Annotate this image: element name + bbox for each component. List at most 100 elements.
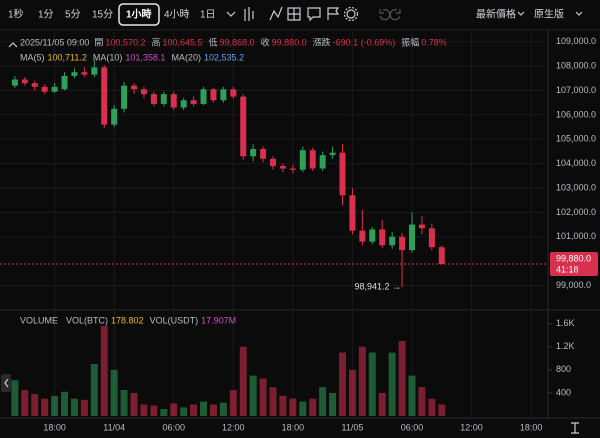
volume-bar [378,392,386,416]
last-price-badge [550,252,598,277]
volume-legend-value: 178.802 [111,315,144,325]
candle-body [140,89,147,95]
scroll-button[interactable] [1,374,11,392]
candle-body [389,236,396,246]
header-value: 100,570.2 [105,37,145,47]
interval-button[interactable]: 1日 [200,10,216,21]
volume-bar [51,395,59,416]
candle-body [359,230,366,242]
candle-body [71,72,78,76]
toolbar-option[interactable]: 最新價格 [476,8,516,21]
ma-name: MA(5) [20,52,45,62]
ma-name: MA(20) [171,52,201,62]
volume-legend-name: VOL(USDT) [150,315,199,325]
y-tick-label: 108,000.0 [556,61,596,71]
volume-bar [150,405,158,416]
volume-bar [299,401,307,416]
candle-body [101,67,108,125]
header-value: 0.78% [421,37,447,47]
candle-body [210,89,217,101]
volume-bar [358,346,366,416]
note-icon[interactable] [307,7,321,22]
volume-tick-label: 400 [556,387,571,397]
volume-bar [170,403,178,416]
undo-icon[interactable] [379,9,391,21]
volume-bar [269,387,277,416]
candle-body [160,94,167,104]
candle-body [170,94,177,108]
x-tick-label: 18:00 [520,422,543,432]
volume-bar [418,387,426,416]
toolbar-option[interactable]: 原生版 [534,8,564,21]
header-label: 漲跌 [313,37,331,47]
candle-body [200,89,207,104]
volume-bar [80,399,88,416]
header-label: 開 [94,37,103,47]
volume-bar [229,390,237,416]
draw-icon[interactable] [327,7,340,20]
volume-bar [309,398,317,416]
volume-bar [100,325,108,416]
collapse-icon[interactable] [8,42,18,48]
volume-bar [61,391,69,416]
volume-bar [140,404,148,416]
interval-button[interactable]: 15分 [92,9,113,21]
candle-body [289,168,296,170]
volume-bar [209,404,217,416]
settings-gear [343,6,359,22]
header-label: 振幅 [401,36,419,47]
x-tick-label: 18:00 [282,422,305,432]
candle-body [230,89,237,97]
header-datetime: 2025/11/05 09:00 [20,37,89,47]
interval-button[interactable]: 1秒 [8,8,24,21]
volume-bar [219,402,227,416]
interval-button[interactable]: 1小時 [126,8,152,21]
volume-bar [21,390,29,416]
candle-body [260,149,267,159]
volume-tick-label: 1.6K [556,318,575,328]
volume-legend-name: VOL(BTC) [66,315,108,325]
candle-body [190,100,197,104]
candle-body [399,236,406,251]
chevron [575,11,583,16]
volume-bar [388,352,396,416]
axis-cursor-icon[interactable] [571,422,579,434]
chevron [517,11,525,16]
candle-body [21,79,28,84]
indicator-icon[interactable] [269,6,283,21]
interval-button[interactable]: 5分 [65,9,81,21]
volume-bar [438,404,446,416]
volume-bar [130,392,138,416]
ma-value: 101,358.1 [125,52,165,62]
layout-icon-lines [288,8,300,20]
y-tick-label: 102,000.0 [556,207,596,217]
header-value: 99,880.0 [272,37,307,47]
header-value: 100,645.5 [162,37,202,47]
candle-body [279,166,286,169]
candle-body [31,83,38,87]
candle-body [428,228,435,248]
y-tick-label: 103,000.0 [556,182,596,192]
interval-button[interactable]: 4小時 [164,9,190,21]
candle-body [240,96,247,157]
y-tick-label: 106,000.0 [556,109,596,119]
redo-icon[interactable] [389,9,401,21]
x-tick-label: 11/04 [103,422,125,432]
volume-title: VOLUME [20,315,58,325]
candle-body [131,85,138,90]
header-label: 高 [151,36,160,47]
interval-button[interactable]: 1分 [38,9,54,21]
volume-bar [41,398,49,416]
toolbar-icons [1,6,583,434]
header-label: 收 [261,36,270,47]
x-tick-label: 11/05 [341,422,363,432]
candle-body [418,224,425,229]
volume-bar [110,369,118,416]
volume-bar [70,398,78,416]
volume-bar [90,364,98,416]
volume-bar [348,369,356,416]
candle-icon[interactable] [244,7,254,21]
settings-icon[interactable] [346,9,356,19]
candle-body [81,72,88,75]
